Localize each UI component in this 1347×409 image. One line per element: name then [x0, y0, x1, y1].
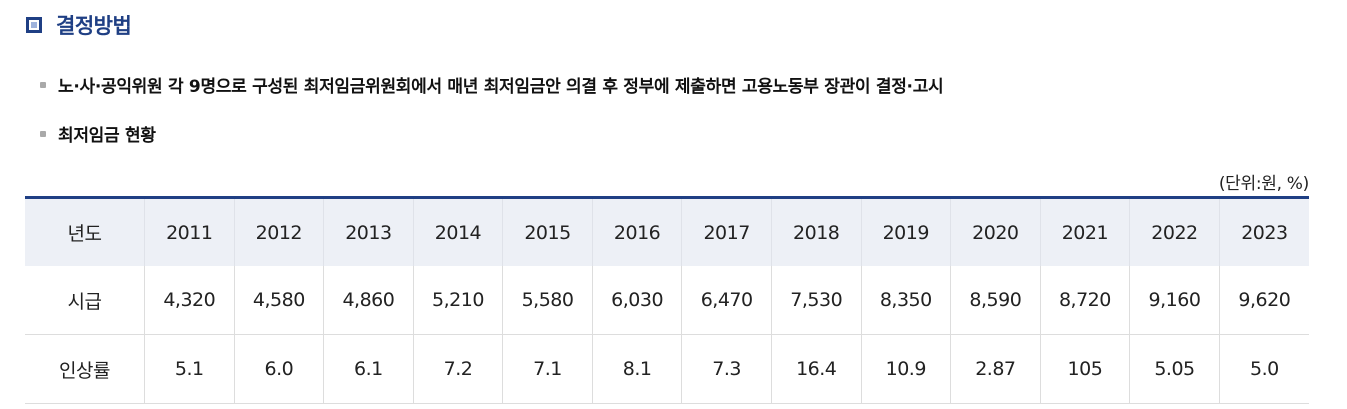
- unit-note: (단위:원, %): [1218, 174, 1309, 194]
- table-cell: 7.2: [412, 334, 503, 404]
- table-cell: 10.9: [860, 334, 951, 404]
- bullet-dot-icon: [40, 81, 46, 88]
- table-cell: 9,160: [1129, 266, 1220, 335]
- table-cell: 8.1: [591, 334, 682, 404]
- header-year: 2012: [233, 196, 324, 266]
- table-cell: 6.1: [323, 334, 414, 404]
- header-year: 2021: [1039, 196, 1130, 266]
- header-year: 2019: [860, 196, 951, 266]
- table-cell: 8,720: [1039, 266, 1130, 335]
- bullet-dot-icon: [40, 130, 46, 137]
- row-label: 시급: [25, 266, 145, 335]
- table-cell: 6,030: [591, 266, 682, 335]
- table-cell: 2.87: [950, 334, 1041, 404]
- table-header-row: 년도 2011 2012 2013 2014 2015 2016 2017 20…: [25, 196, 1309, 266]
- square-bullet-icon: [26, 17, 42, 33]
- table-cell: 6,470: [681, 266, 772, 335]
- row-label: 인상률: [25, 334, 145, 404]
- header-year: 2016: [591, 196, 682, 266]
- table-cell: 4,860: [323, 266, 414, 335]
- table-cell: 7.1: [502, 334, 593, 404]
- header-year: 2022: [1129, 196, 1220, 266]
- table-row-increase-rate: 인상률 5.1 6.0 6.1 7.2 7.1 8.1 7.3 16.4 10.…: [25, 334, 1309, 404]
- header-year: 2014: [412, 196, 503, 266]
- header-year: 2023: [1218, 196, 1309, 266]
- header-year: 2017: [681, 196, 772, 266]
- table-cell: 7.3: [681, 334, 772, 404]
- table-cell: 16.4: [770, 334, 861, 404]
- bullet-text: 노·사·공익위원 각 9명으로 구성된 최저임금위원회에서 매년 최저임금안 의…: [58, 77, 944, 97]
- table-cell: 5,210: [412, 266, 503, 335]
- table-cell: 9,620: [1218, 266, 1309, 335]
- table-cell: 5.0: [1218, 334, 1309, 404]
- table-cell: 6.0: [233, 334, 324, 404]
- section-heading: 결정방법: [26, 10, 132, 40]
- bullet-item-method: 노·사·공익위원 각 9명으로 구성된 최저임금위원회에서 매년 최저임금안 의…: [40, 72, 944, 97]
- bullet-item-status: 최저임금 현황: [40, 121, 156, 146]
- header-year: 2013: [323, 196, 414, 266]
- header-year: 2015: [502, 196, 593, 266]
- table-cell: 105: [1039, 334, 1130, 404]
- header-year: 2018: [770, 196, 861, 266]
- table-cell: 8,350: [860, 266, 951, 335]
- bullet-text: 최저임금 현황: [58, 126, 156, 146]
- table-cell: 5.1: [144, 334, 235, 404]
- table-cell: 5,580: [502, 266, 593, 335]
- header-year: 2011: [144, 196, 235, 266]
- header-year: 2020: [950, 196, 1041, 266]
- header-label-year: 년도: [25, 196, 145, 266]
- minimum-wage-table: 년도 2011 2012 2013 2014 2015 2016 2017 20…: [25, 196, 1309, 404]
- section-title: 결정방법: [56, 14, 132, 38]
- table-cell: 4,320: [144, 266, 235, 335]
- table-row-hourly-wage: 시급 4,320 4,580 4,860 5,210 5,580 6,030 6…: [25, 266, 1309, 335]
- table-cell: 7,530: [770, 266, 861, 335]
- table-cell: 5.05: [1129, 334, 1220, 404]
- table-cell: 4,580: [233, 266, 324, 335]
- table-cell: 8,590: [950, 266, 1041, 335]
